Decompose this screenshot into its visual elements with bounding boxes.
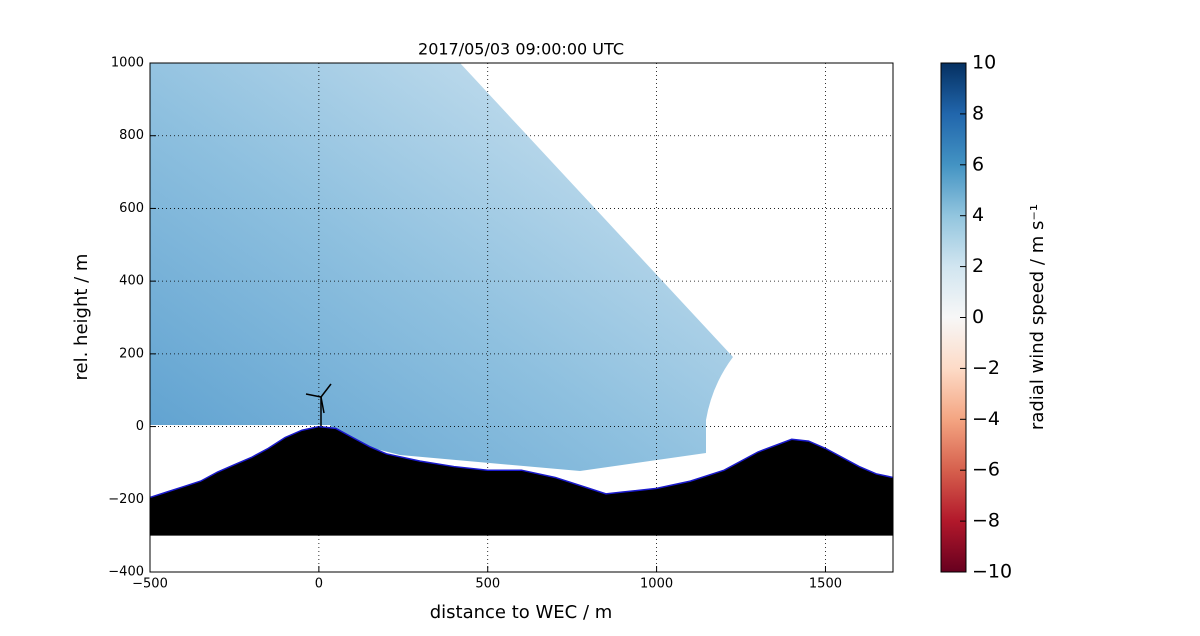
colorbar-tick-label: −2 [972, 357, 1000, 379]
terrain-area [150, 426, 893, 536]
colorbar-label: radial wind speed / m s⁻¹ [1027, 204, 1048, 430]
y-tick-label: 800 [119, 128, 144, 143]
colorbar-tick-label: −8 [972, 510, 1000, 532]
terrain-outline [149, 425, 894, 499]
x-tick-label: 0 [315, 577, 323, 592]
y-tick-label: −200 [108, 492, 144, 507]
x-tick-label: 1500 [809, 577, 842, 592]
colorbar-tick-label: 6 [972, 153, 984, 175]
y-tick-label: 1000 [111, 56, 144, 71]
wind-turbine [305, 383, 332, 427]
chart-title: 2017/05/03 09:00:00 UTC [418, 40, 624, 59]
axes-frame [149, 62, 894, 573]
y-tick-label: 200 [119, 346, 144, 361]
y-tick-label: 400 [119, 274, 144, 289]
y-axis-label: rel. height / m [71, 254, 92, 381]
colorbar-tick-label: 2 [972, 255, 984, 277]
y-tick-label: 600 [119, 201, 144, 216]
colorbar-tick-label: 10 [972, 52, 996, 74]
colorbar-tick-label: 4 [972, 204, 984, 226]
colorbar-tick-label: 0 [972, 306, 984, 328]
colorbar-tick-label: 8 [972, 102, 984, 124]
plot-area [150, 63, 733, 471]
x-tick-label: −500 [132, 577, 168, 592]
colorbar-tick-label: −10 [972, 561, 1012, 583]
colorbar-tick-label: −6 [972, 459, 1000, 481]
y-tick-label: 0 [136, 419, 144, 434]
x-tick-label: 500 [475, 577, 500, 592]
x-axis-label: distance to WEC / m [430, 602, 613, 623]
colorbar-tick-label: −4 [972, 408, 1000, 430]
x-tick-label: 1000 [640, 577, 673, 592]
y-tick-label: −400 [108, 565, 144, 580]
scan-field [150, 63, 733, 471]
